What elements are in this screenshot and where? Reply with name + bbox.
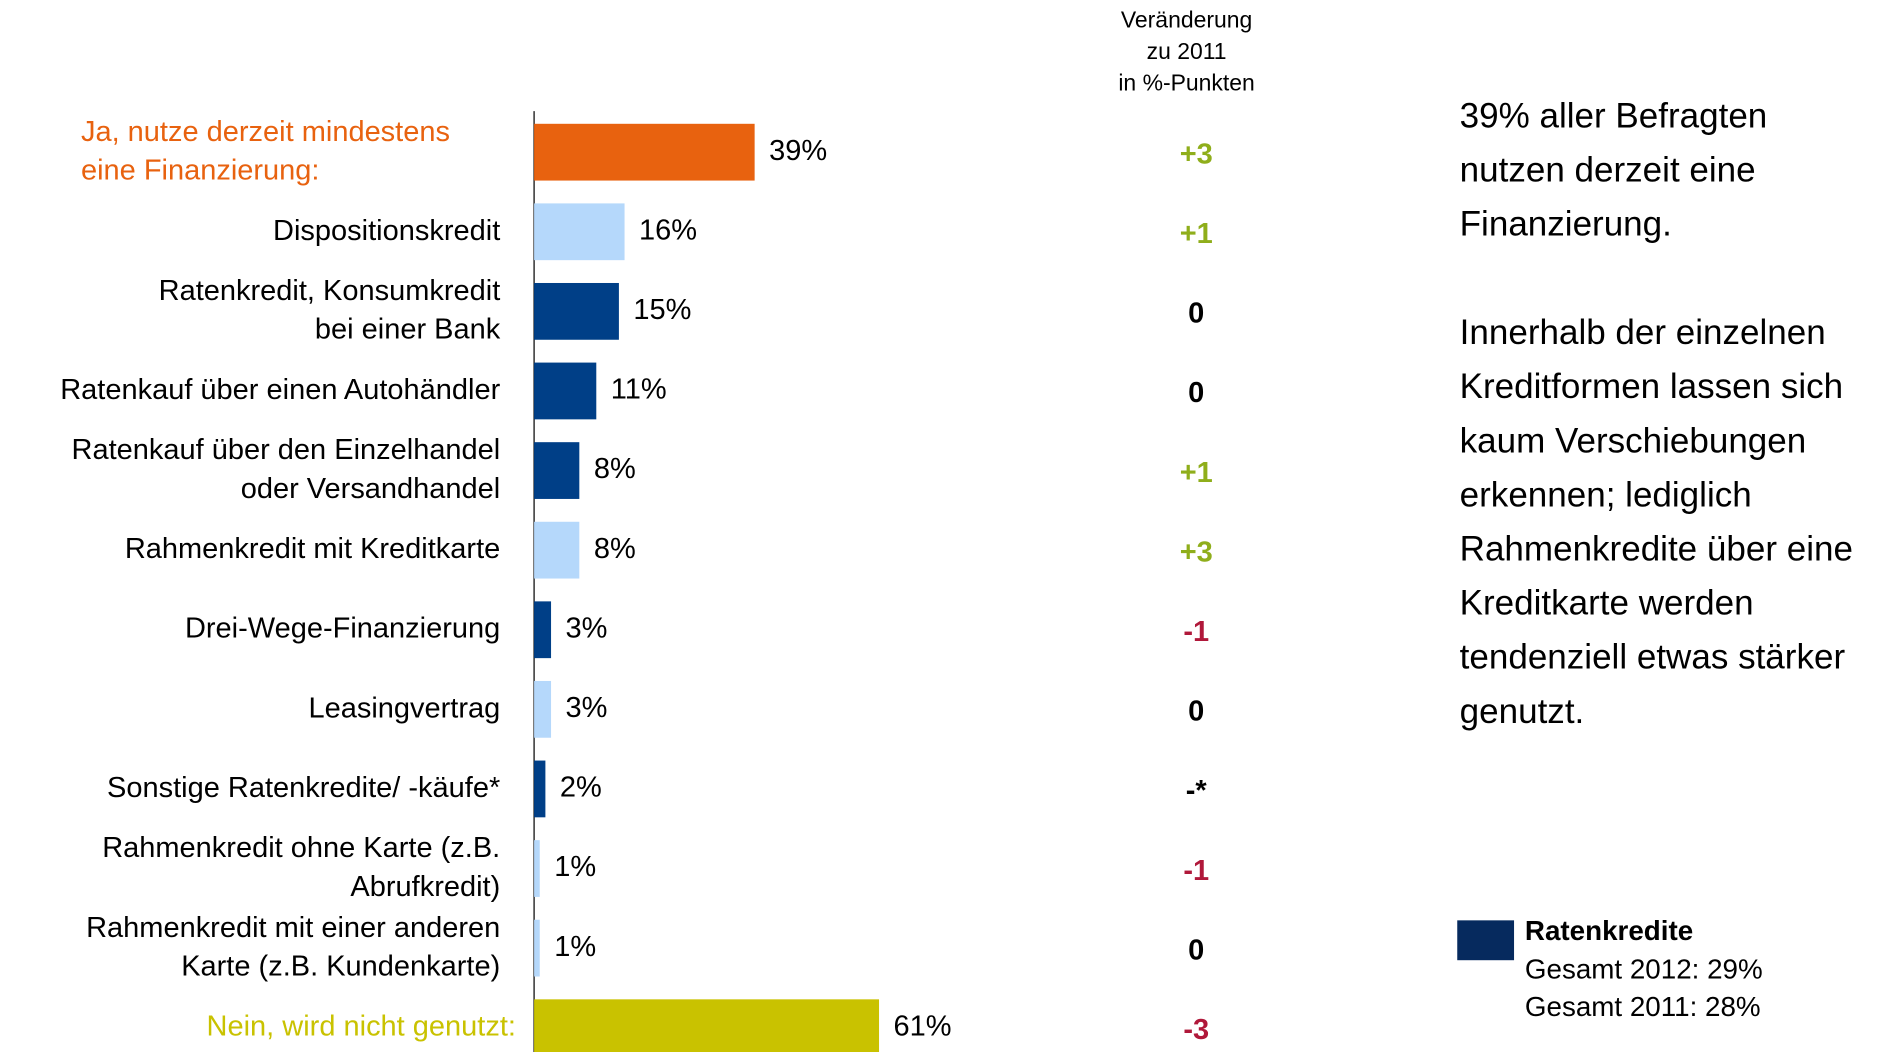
category-label-line: Sonstige Ratenkredite/ -käufe* — [107, 772, 500, 804]
commentary: 39% aller Befragten nutzen derzeit eine Fi… — [1460, 97, 1768, 244]
legend-detail: Gesamt 2012: 29% — [1525, 953, 1763, 984]
category-label: Nein, wird nicht genutzt: — [207, 1010, 516, 1042]
change-header-line: zu 2011 — [1147, 38, 1227, 64]
value-label: 8% — [594, 453, 636, 485]
category-label: Ratenkauf über einen Autohändler — [60, 374, 500, 406]
value-label: 3% — [566, 612, 608, 644]
category-label-line: bei einer Bank — [315, 313, 501, 345]
commentary-line: genutzt. — [1460, 692, 1585, 731]
category-label-line: oder Versandhandel — [241, 473, 501, 505]
change-header: Veränderung zu 2011 in %-Punkten — [1118, 7, 1254, 96]
value-label: 3% — [566, 692, 608, 724]
commentary-line: Kreditformen lassen sich — [1460, 367, 1843, 406]
commentary-line: nutzen derzeit eine — [1460, 151, 1756, 190]
category-label: Drei-Wege-Finanzierung — [185, 612, 500, 644]
category-label: Ratenkauf über den Einzelhandel oder Vers… — [72, 434, 501, 505]
category-label-line: Rahmenkredit mit Kreditkarte — [125, 533, 500, 565]
category-label-line: Drei-Wege-Finanzierung — [185, 612, 500, 644]
value-label: 8% — [594, 533, 636, 565]
change-label: +1 — [1180, 218, 1213, 250]
bar — [534, 521, 580, 579]
bar — [534, 442, 580, 499]
legend-swatch — [1457, 920, 1515, 961]
value-label: 39% — [769, 135, 827, 167]
commentary-line: kaum Verschiebungen — [1460, 422, 1807, 461]
category-label-line: Abrufkredit) — [350, 871, 500, 903]
commentary-line: Finanzierung. — [1460, 205, 1672, 244]
change-label: +3 — [1180, 536, 1213, 568]
category-label: Ja, nutze derzeit mindestens eine Finanzi… — [81, 116, 450, 187]
value-label: 61% — [894, 1010, 952, 1042]
change-label: +3 — [1180, 138, 1213, 170]
category-label: Dispositionskredit — [273, 214, 500, 246]
change-label: 0 — [1188, 934, 1204, 966]
category-label-line: Ratenkauf über einen Autohändler — [60, 374, 500, 406]
commentary: Innerhalb der einzelnen Kreditformen lass… — [1460, 313, 1853, 731]
bar — [534, 282, 619, 340]
change-header-line: Veränderung — [1121, 7, 1252, 33]
category-label-line: eine Finanzierung: — [81, 154, 320, 186]
category-label-line: Rahmenkredit ohne Karte (z.B. — [102, 832, 500, 864]
legend-name: Ratenkredite — [1525, 915, 1693, 946]
category-label-line: Ratenkauf über den Einzelhandel — [72, 434, 501, 466]
change-label: -1 — [1183, 855, 1209, 887]
commentary-line: Rahmenkredite über eine — [1460, 530, 1853, 569]
category-label: Rahmenkredit mit Kreditkarte — [125, 533, 500, 565]
category-label: Sonstige Ratenkredite/ -käufe* — [107, 772, 500, 804]
change-label: 0 — [1188, 696, 1204, 728]
change-label: -1 — [1183, 616, 1209, 648]
category-label-line: Karte (z.B. Kundenkarte) — [181, 950, 500, 982]
category-label: Leasingvertrag — [308, 692, 500, 724]
change-label: 0 — [1188, 377, 1204, 409]
bar — [534, 760, 546, 818]
value-label: 2% — [560, 772, 602, 804]
commentary-line: Kreditkarte werden — [1460, 584, 1754, 623]
bar — [534, 919, 540, 977]
bar — [534, 203, 625, 261]
category-label-line: Dispositionskredit — [273, 214, 500, 246]
change-label: 0 — [1188, 298, 1204, 330]
category-label-line: Rahmenkredit mit einer anderen — [86, 911, 500, 943]
value-label: 16% — [639, 214, 697, 246]
change-label: -3 — [1183, 1014, 1209, 1046]
legend-detail: Gesamt 2011: 28% — [1525, 991, 1761, 1022]
commentary-line: tendenziell etwas stärker — [1460, 638, 1846, 677]
category-label-line: Ja, nutze derzeit mindestens — [81, 116, 450, 148]
change-label: +1 — [1180, 457, 1213, 489]
bar — [534, 362, 597, 420]
value-label: 11% — [611, 374, 667, 406]
value-label: 1% — [554, 931, 596, 963]
commentary-line: erkennen; lediglich — [1460, 476, 1752, 515]
commentary-line: 39% aller Befragten — [1460, 97, 1768, 136]
category-label-line: Leasingvertrag — [308, 692, 500, 724]
category-label-line: Ratenkredit, Konsumkredit — [159, 275, 501, 307]
bar — [534, 680, 552, 738]
bar — [534, 999, 880, 1052]
value-label: 1% — [554, 851, 596, 883]
category-label-line: Nein, wird nicht genutzt: — [207, 1010, 516, 1042]
bar — [534, 840, 540, 897]
change-label: -* — [1186, 775, 1208, 807]
commentary-line: Innerhalb der einzelnen — [1460, 313, 1826, 352]
change-header-line: in %-Punkten — [1118, 70, 1254, 96]
category-label: Rahmenkredit mit einer anderen Karte (z.B… — [86, 911, 500, 982]
category-label: Rahmenkredit ohne Karte (z.B. Abrufkredit… — [102, 832, 500, 903]
value-label: 15% — [633, 294, 691, 326]
bar — [534, 123, 755, 181]
category-label: Ratenkredit, Konsumkredit bei einer Bank — [159, 275, 501, 346]
bar — [534, 601, 552, 659]
